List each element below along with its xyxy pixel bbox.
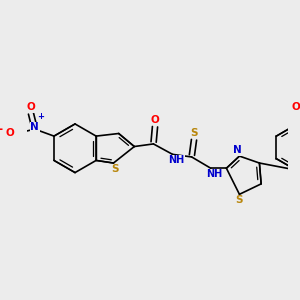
Text: S: S [112, 164, 119, 174]
Text: +: + [38, 112, 44, 122]
Text: O: O [26, 102, 35, 112]
Text: O: O [5, 128, 14, 139]
Text: -: - [0, 123, 3, 136]
Text: O: O [151, 115, 160, 124]
Text: S: S [190, 128, 198, 138]
Text: N: N [233, 145, 242, 155]
Text: O: O [292, 102, 300, 112]
Text: N: N [31, 122, 39, 132]
Text: NH: NH [206, 169, 222, 179]
Text: S: S [236, 195, 243, 206]
Text: NH: NH [168, 155, 184, 165]
